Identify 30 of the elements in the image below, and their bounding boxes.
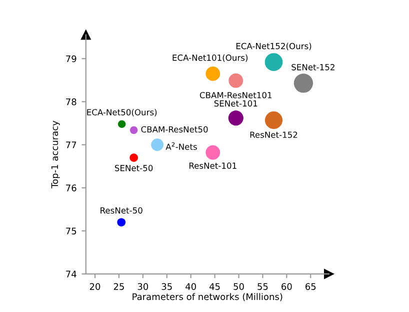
- y-tick-label: 79: [66, 55, 76, 62]
- x-tick-label: 50: [234, 283, 244, 290]
- x-tick-label: 25: [114, 283, 124, 290]
- y-tick-label: 77: [66, 142, 76, 148]
- x-tick-label: 45: [209, 283, 220, 290]
- series-label: ResNet-152: [250, 132, 298, 138]
- series-label: SENet-152: [292, 64, 334, 70]
- y-axis-title: Top-1 accuracy: [51, 120, 60, 188]
- y-tick-label: 78: [66, 98, 76, 106]
- series-label: CBAM-ResNet101: [200, 92, 272, 98]
- series-label: ResNet-101: [189, 162, 236, 169]
- x-tick-label: 60: [282, 283, 292, 290]
- series-label: ECA-Net50(Ours): [87, 108, 157, 116]
- y-tick-label: 74: [66, 270, 76, 278]
- x-tick-label: 40: [186, 283, 196, 290]
- series-label: A$^{2}$-Nets: [166, 142, 197, 150]
- series-label: SENet-50: [114, 164, 153, 172]
- series-label: ECA-Net101(Ours): [172, 54, 248, 62]
- x-tick-label: 20: [90, 283, 100, 290]
- y-tick-label: 75: [66, 228, 76, 234]
- series-label: ResNet-50: [100, 207, 142, 214]
- x-tick-label: 30: [138, 283, 148, 290]
- x-tick-label: 55: [258, 283, 268, 290]
- series-label: SENet-101: [214, 100, 258, 107]
- x-axis-title: Parameters of networks (Millions): [132, 293, 282, 302]
- series-label: CBAM-ResNet50: [141, 126, 208, 133]
- series-label: ECA-Net152(Ours): [236, 42, 312, 50]
- x-tick-label: 35: [162, 283, 172, 290]
- y-tick-label: 76: [66, 184, 76, 192]
- x-tick-label: 65: [306, 283, 316, 290]
